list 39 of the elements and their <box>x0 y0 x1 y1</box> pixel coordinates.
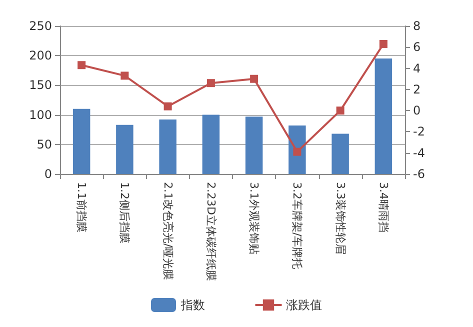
bar <box>374 58 392 174</box>
point <box>336 106 344 115</box>
point <box>379 40 388 48</box>
point <box>293 148 302 156</box>
x-tick-label: 2.1改色亮光/哑光膜 <box>161 182 174 280</box>
y-tick-label: 50 <box>36 137 52 152</box>
y2-tick-label: -2 <box>413 124 425 139</box>
bar <box>202 114 220 174</box>
bar <box>72 108 90 174</box>
x-tick-label: 3.3装饰性轮眉 <box>334 182 347 254</box>
point <box>120 72 129 80</box>
x-tick-label: 1.2侧后挡膜 <box>118 182 132 244</box>
y2-tick-label: 6 <box>413 40 421 54</box>
y-tick-label: 0 <box>44 167 52 181</box>
y2-tick-label: 4 <box>413 61 421 76</box>
x-tick-label: 1.1前挡膜 <box>75 182 88 232</box>
bar <box>159 120 176 174</box>
legend-label: 指数 <box>180 298 205 312</box>
point <box>164 102 172 110</box>
legend-label: 涨跌值 <box>286 298 322 312</box>
y2-tick-label: 2 <box>413 82 421 96</box>
y-tick-label: 100 <box>29 108 52 122</box>
bar <box>116 124 134 174</box>
point <box>78 61 86 70</box>
bar <box>332 134 349 174</box>
x-tick-label: 2.23D立体碳纤纸膜 <box>204 182 218 281</box>
bar <box>245 116 263 174</box>
y2-tick-label: 0 <box>413 104 421 118</box>
y2-tick-label: -4 <box>413 146 425 160</box>
x-tick-label: 3.4晴雨挡 <box>376 182 390 232</box>
y2-tick-label: 8 <box>413 19 421 33</box>
y-tick-label: 250 <box>29 19 52 33</box>
y-tick-label: 150 <box>29 78 52 92</box>
point <box>206 79 215 88</box>
x-tick-label: 3.2车牌架/车牌托 <box>290 182 304 270</box>
point <box>250 74 258 83</box>
y2-tick-label: -6 <box>413 167 425 181</box>
x-tick-label: 3.1外观装饰贴 <box>248 182 261 254</box>
y-tick-label: 200 <box>29 48 52 63</box>
